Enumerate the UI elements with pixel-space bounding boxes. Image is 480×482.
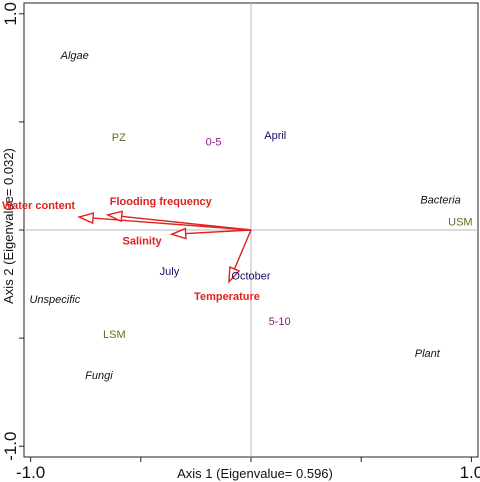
point-label: Algae	[60, 50, 89, 62]
point-label: LSM	[103, 329, 126, 341]
vector-label: Water content	[2, 200, 75, 212]
vector-line	[233, 229, 252, 270]
vector-line	[185, 229, 252, 235]
point-label: Unspecific	[29, 294, 80, 306]
point-labels: Algae Bacteria Unspecific Plant Fungi PZ USM LS…	[29, 50, 472, 382]
point-label: Fungi	[85, 370, 113, 382]
vector-label: Temperature	[194, 291, 260, 303]
vector-label: Flooding frequency	[110, 196, 213, 208]
x-tick-label: -1.0	[16, 463, 45, 482]
vector-arrowhead	[77, 212, 95, 225]
point-label: PZ	[112, 132, 126, 144]
point-label: 5-10	[269, 316, 291, 328]
y-axis-ticks: -1.0 1.0	[1, 2, 24, 461]
vector-arrowhead	[105, 210, 123, 223]
x-axis-ticks: -1.0 1.0	[16, 457, 480, 482]
point-label: July	[160, 266, 180, 278]
point-label: 0-5	[206, 136, 222, 148]
vector-line	[121, 215, 252, 231]
x-axis-title: Axis 1 (Eigenvalue= 0.596)	[177, 466, 333, 481]
vector-arrowhead	[228, 266, 241, 284]
point-label: Plant	[415, 348, 441, 360]
point-label: USM	[448, 216, 472, 228]
y-tick-label: -1.0	[1, 432, 20, 461]
x-tick-label: 1.0	[460, 463, 480, 482]
vector-arrowhead	[169, 227, 187, 240]
point-label: April	[264, 130, 286, 142]
point-label: Bacteria	[420, 195, 460, 207]
y-tick-label: 1.0	[1, 2, 20, 26]
point-label: October	[231, 270, 270, 282]
environmental-vectors: Water content Flooding frequency Salinity T…	[2, 196, 260, 303]
vector-label: Salinity	[123, 235, 163, 247]
y-axis-title: Axis 2 (Eigenvalue= 0.032)	[1, 148, 16, 304]
